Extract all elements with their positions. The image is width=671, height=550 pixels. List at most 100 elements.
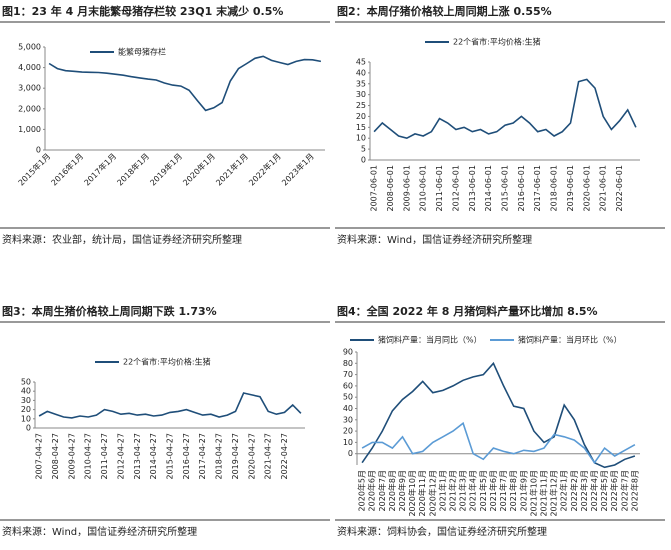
series-line (361, 421, 636, 465)
x-tick-label: 2016年1月 (49, 151, 85, 187)
panel: 图2：本周仔猪价格较上周同期上涨 0.55% 资料来源：Wind，国信证券经济研究… (335, 4, 665, 246)
y-tick-label: 10 (343, 438, 353, 447)
x-tick-label: 2021-06-01 (599, 165, 608, 212)
x-tick-label: 2022年1月 (559, 470, 569, 511)
y-tick-label: 10 (356, 134, 366, 143)
x-tick-label: 2021年4月 (468, 470, 478, 511)
y-tick-label: 0 (348, 449, 353, 458)
y-tick-label: 5,000 (18, 43, 41, 52)
x-tick-label: 2022年3月 (579, 470, 589, 511)
x-tick-label: 2013-04-27 (133, 433, 142, 480)
source-note: 资料来源：农业部，统计局，国信证券经济研究所整理 (2, 233, 242, 246)
y-tick-label: 40 (356, 68, 366, 77)
y-tick-label: 25 (356, 101, 366, 110)
y-tick-label: 0 (361, 156, 366, 165)
y-tick-label: 15 (356, 123, 366, 132)
y-tick-label: 30 (21, 396, 31, 405)
x-tick-label: 2020年8月 (387, 470, 397, 511)
x-tick-label: 2019-04-27 (231, 433, 240, 480)
x-tick-label: 2015-04-27 (166, 433, 175, 480)
x-tick-label: 2016-04-27 (182, 433, 191, 480)
x-tick-label: 2021年5月 (478, 470, 488, 511)
y-tick-label: 45 (356, 58, 366, 67)
x-tick-label: 2020年6月 (367, 470, 377, 511)
x-tick-label: 2016-06-01 (517, 165, 526, 212)
x-tick-label: 2021年12月 (549, 470, 559, 517)
chart-title: 图2：本周仔猪价格较上周同期上涨 0.55% (337, 4, 552, 18)
x-tick-label: 2021年10月 (528, 470, 538, 517)
chart-title: 图3：本周生猪价格较上周同期下跌 1.73% (2, 304, 217, 318)
x-tick-label: 2021年11月 (538, 470, 548, 517)
x-tick-label: 2023年1月 (279, 151, 315, 187)
x-tick-label: 2011-04-27 (100, 433, 109, 480)
x-tick-label: 2021年6月 (488, 470, 498, 511)
y-tick-label: 50 (21, 378, 31, 387)
x-tick-label: 2010-06-01 (419, 165, 428, 212)
x-tick-label: 2009-04-27 (67, 433, 76, 480)
x-tick-label: 2022-04-27 (280, 433, 289, 480)
x-tick-label: 2015-06-01 (501, 165, 510, 212)
source-note: 资料来源：饲料协会，国信证券经济研究所整理 (337, 525, 547, 538)
x-tick-label: 2007-06-01 (370, 165, 379, 212)
y-tick-label: 3,000 (18, 84, 41, 93)
x-tick-label: 2014-06-01 (484, 165, 493, 212)
source-note: 资料来源：Wind，国信证券经济研究所整理 (337, 233, 532, 246)
x-tick-label: 2022年1月 (247, 151, 283, 187)
x-tick-label: 2020年7月 (377, 470, 387, 511)
x-tick-label: 2018-04-27 (215, 433, 224, 480)
x-tick-label: 2012-04-27 (116, 433, 125, 480)
x-tick-label: 2022年7月 (619, 470, 629, 511)
y-tick-label: 10 (21, 414, 31, 423)
x-tick-label: 2022-06-01 (615, 165, 624, 212)
chart-title: 图1：23 年 4 月末能繁母猪存栏较 23Q1 末减少 0.5% (2, 4, 283, 18)
y-tick-label: 80 (343, 359, 353, 368)
x-tick-label: 2008-04-27 (51, 433, 60, 480)
series-line (361, 361, 636, 469)
x-tick-label: 2015年1月 (16, 151, 52, 187)
y-tick-label: 40 (21, 387, 31, 396)
x-tick-label: 2020年5月 (357, 470, 367, 511)
y-tick-label: 50 (343, 393, 353, 402)
x-tick-label: 2021年1月 (437, 470, 447, 511)
x-tick-label: 2019年1月 (148, 151, 184, 187)
x-tick-label: 2017-04-27 (198, 433, 207, 480)
x-tick-label: 2021-04-27 (264, 433, 273, 480)
y-tick-label: 20 (343, 427, 353, 436)
x-tick-label: 2018年1月 (115, 151, 151, 187)
x-tick-label: 2013-06-01 (468, 165, 477, 212)
y-tick-label: 5 (361, 145, 366, 154)
x-tick-label: 2022年8月 (629, 470, 639, 511)
y-tick-label: 30 (356, 90, 366, 99)
x-tick-label: 2021年2月 (448, 470, 458, 511)
x-tick-label: 2021年3月 (458, 470, 468, 511)
series-line (48, 55, 322, 112)
legend-label: 22个省市:平均价格:生猪 (453, 37, 541, 47)
x-tick-label: 2020-06-01 (582, 165, 591, 212)
x-tick-label: 2017-06-01 (533, 165, 542, 212)
series-line (373, 78, 637, 140)
x-tick-label: 2010-04-27 (84, 433, 93, 480)
series-line (38, 392, 302, 419)
panel: 图1：23 年 4 月末能繁母猪存栏较 23Q1 末减少 0.5% 资料来源：农业… (0, 4, 330, 246)
y-tick-label: 0 (36, 146, 41, 155)
x-tick-label: 2022年2月 (569, 470, 579, 511)
x-tick-label: 2021年9月 (518, 470, 528, 511)
panel: 图3：本周生猪价格较上周同期下跌 1.73% 资料来源：Wind，国信证券经济研究… (0, 304, 330, 538)
x-tick-label: 2020年11月 (417, 470, 427, 517)
x-tick-label: 2011-06-01 (435, 165, 444, 212)
legend-label: 能繁母猪存栏 (118, 47, 166, 57)
x-tick-label: 2021年7月 (498, 470, 508, 511)
y-tick-label: 60 (343, 381, 353, 390)
y-tick-label: 4,000 (18, 63, 41, 72)
x-tick-label: 2012-06-01 (451, 165, 460, 212)
x-tick-label: 2020年10月 (407, 470, 417, 517)
x-tick-label: 2009-06-01 (402, 165, 411, 212)
x-tick-label: 2019-06-01 (566, 165, 575, 212)
x-tick-label: 2021年8月 (508, 470, 518, 511)
x-tick-label: 2022年5月 (599, 470, 609, 511)
x-tick-label: 2020年9月 (397, 470, 407, 511)
x-tick-label: 2021年1月 (214, 151, 250, 187)
x-tick-label: 2020-04-27 (247, 433, 256, 480)
x-tick-label: 2008-06-01 (386, 165, 395, 212)
